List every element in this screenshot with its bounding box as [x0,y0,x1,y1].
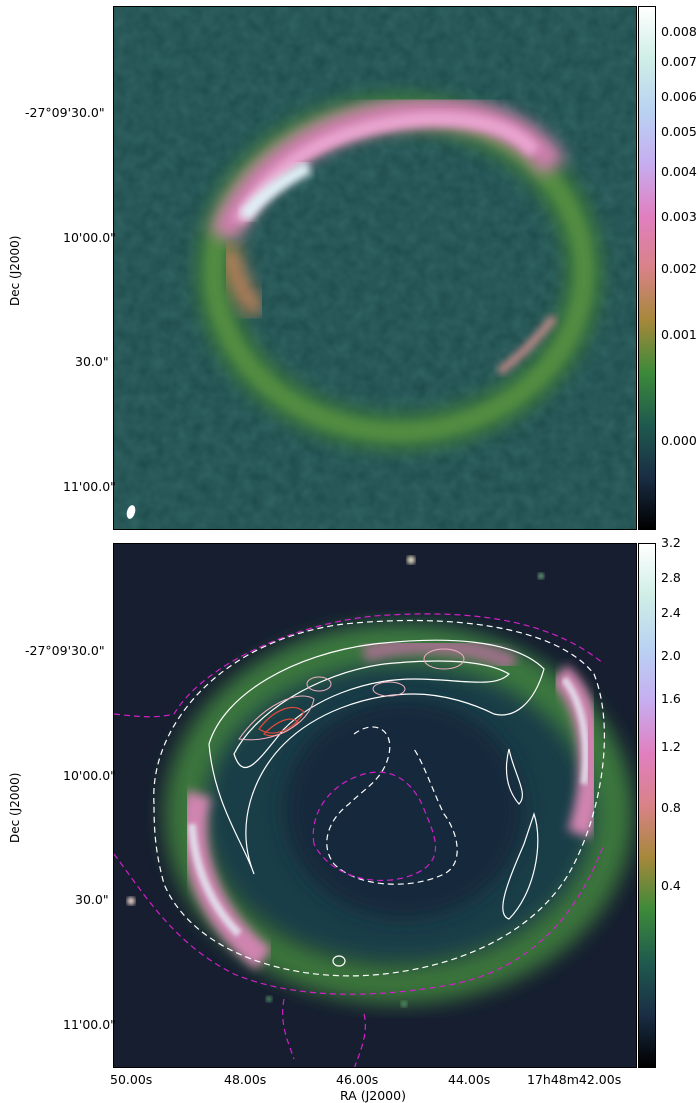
bottom-cbar-tick-0: 3.2 [661,535,681,550]
bottom-y-axis-label: Dec (J2000) [8,772,22,843]
bottom-cbar-tick-5: 1.2 [661,739,681,754]
bottom-cbar-tick-3: 2.0 [661,648,681,663]
x-tick-1: 48.00s [224,1072,267,1087]
top-cbar-tick-3: 0.005 [661,124,697,139]
colorbar-top [638,6,656,530]
top-cbar-tick-0: 0.008 [661,24,697,39]
bottom-y-tick-3: 11'00.0" [63,1017,116,1032]
top-cbar-tick-5: 0.003 [661,209,697,224]
bottom-cbar-tick-7: 0.4 [661,878,681,893]
bottom-cbar-tick-2: 2.4 [661,605,681,620]
top-y-tick-2: 30.0" [75,354,109,369]
top-cbar-tick-4: 0.004 [661,164,697,179]
bottom-cbar-tick-6: 0.8 [661,800,681,815]
top-y-tick-0: -27°09'30.0" [25,105,105,120]
top-cbar-tick-6: 0.002 [661,261,697,276]
radio-image-panel [113,6,637,530]
radio-ring-image [114,7,636,529]
top-cbar-tick-2: 0.006 [661,89,697,104]
x-tick-4: 17h48m42.00s [527,1072,622,1087]
top-cbar-tick-7: 0.001 [661,327,697,342]
top-y-axis-label: Dec (J2000) [8,235,22,306]
x-tick-3: 44.00s [448,1072,491,1087]
top-cbar-tick-8: 0.000 [661,433,697,448]
bottom-cbar-tick-1: 2.8 [661,570,681,585]
xray-ring-image [114,544,636,1067]
top-y-tick-3: 11'00.0" [63,479,116,494]
top-y-tick-1: 10'00.0" [63,230,116,245]
bottom-y-tick-1: 10'00.0" [63,768,116,783]
top-cbar-tick-1: 0.007 [661,54,697,69]
bottom-y-tick-2: 30.0" [75,892,109,907]
bottom-y-tick-0: -27°09'30.0" [25,643,105,658]
colorbar-bottom [638,543,656,1068]
x-axis-label: RA (J2000) [340,1088,406,1103]
x-tick-2: 46.00s [336,1072,379,1087]
bottom-cbar-tick-4: 1.6 [661,691,681,706]
x-tick-0: 50.00s [110,1072,153,1087]
xray-image-panel [113,543,637,1068]
